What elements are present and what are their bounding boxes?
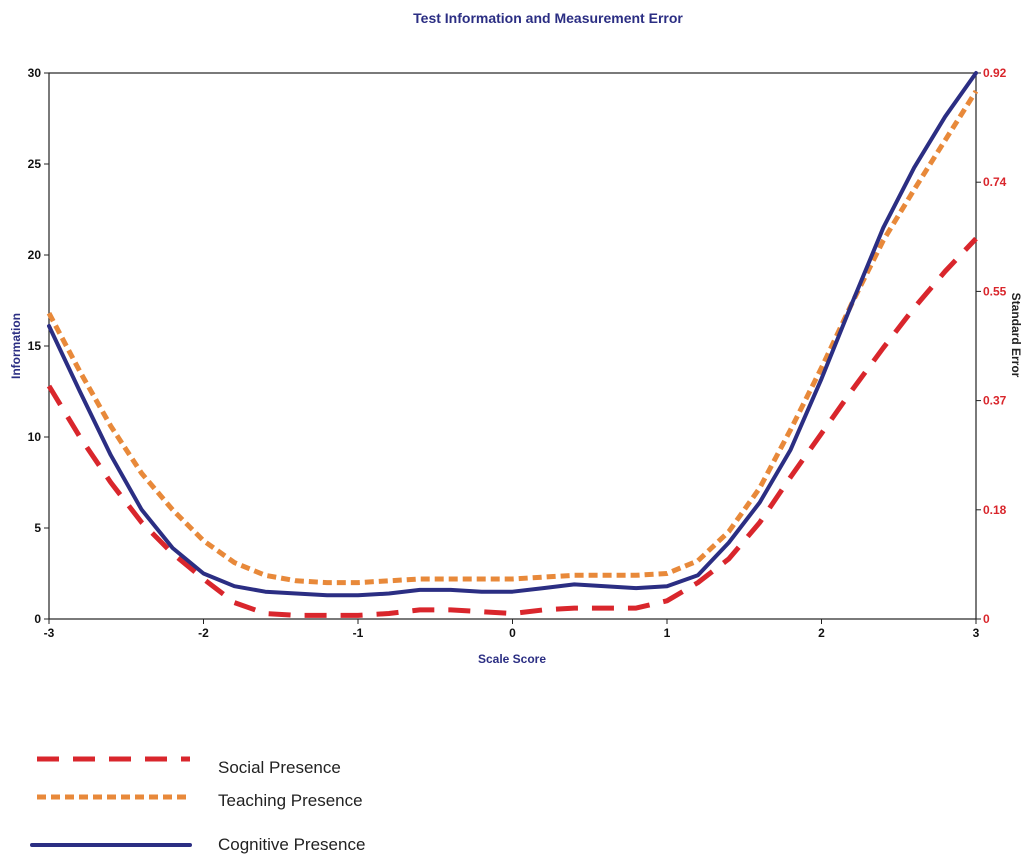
plot-frame xyxy=(48,72,977,620)
series-line-social-presence xyxy=(46,236,978,618)
x-tick-label: -1 xyxy=(353,626,364,640)
x-tick-label: 1 xyxy=(664,626,671,640)
y2-tick-label: 0.92 xyxy=(983,66,1007,80)
y-tick-label: 0 xyxy=(34,612,41,626)
y-tick-label: 20 xyxy=(28,248,42,262)
y-tick-label: 30 xyxy=(28,66,42,80)
x-tick-label: 3 xyxy=(973,626,980,640)
y2-tick-label: 0.18 xyxy=(983,503,1007,517)
y2-tick-label: 0.55 xyxy=(983,284,1007,298)
x-axis-label: Scale Score xyxy=(478,652,546,666)
series-line-teaching-presence xyxy=(46,89,979,586)
y2-tick-label: 0 xyxy=(983,612,990,626)
series-layer xyxy=(46,71,979,618)
y-axis-left: 0 5 10 15 20 25 30 xyxy=(28,66,49,626)
x-tick-label: 0 xyxy=(509,626,516,640)
legend-label-social: Social Presence xyxy=(218,758,341,777)
x-axis: -3 -2 -1 0 1 2 3 xyxy=(44,619,980,640)
series-line-cognitive-presence xyxy=(47,71,978,598)
legend-label-teaching: Teaching Presence xyxy=(218,791,363,810)
y2-tick-label: 0.74 xyxy=(983,175,1007,189)
y-axis-right: 0 0.18 0.37 0.55 0.74 0.92 xyxy=(976,66,1007,626)
legend: Social Presence Teaching Presence Cognit… xyxy=(30,756,365,854)
y2-axis-label: Standard Error xyxy=(1009,293,1023,378)
y-tick-label: 25 xyxy=(28,157,42,171)
y2-tick-label: 0.37 xyxy=(983,394,1007,408)
y-axis-label: Information xyxy=(9,313,23,379)
y-tick-label: 5 xyxy=(34,521,41,535)
x-tick-label: -3 xyxy=(44,626,55,640)
x-tick-label: -2 xyxy=(198,626,209,640)
x-tick-label: 2 xyxy=(818,626,825,640)
legend-label-cognitive: Cognitive Presence xyxy=(218,835,365,854)
y-tick-label: 10 xyxy=(28,430,42,444)
chart-title: Test Information and Measurement Error xyxy=(413,10,683,26)
y-tick-label: 15 xyxy=(28,339,42,353)
